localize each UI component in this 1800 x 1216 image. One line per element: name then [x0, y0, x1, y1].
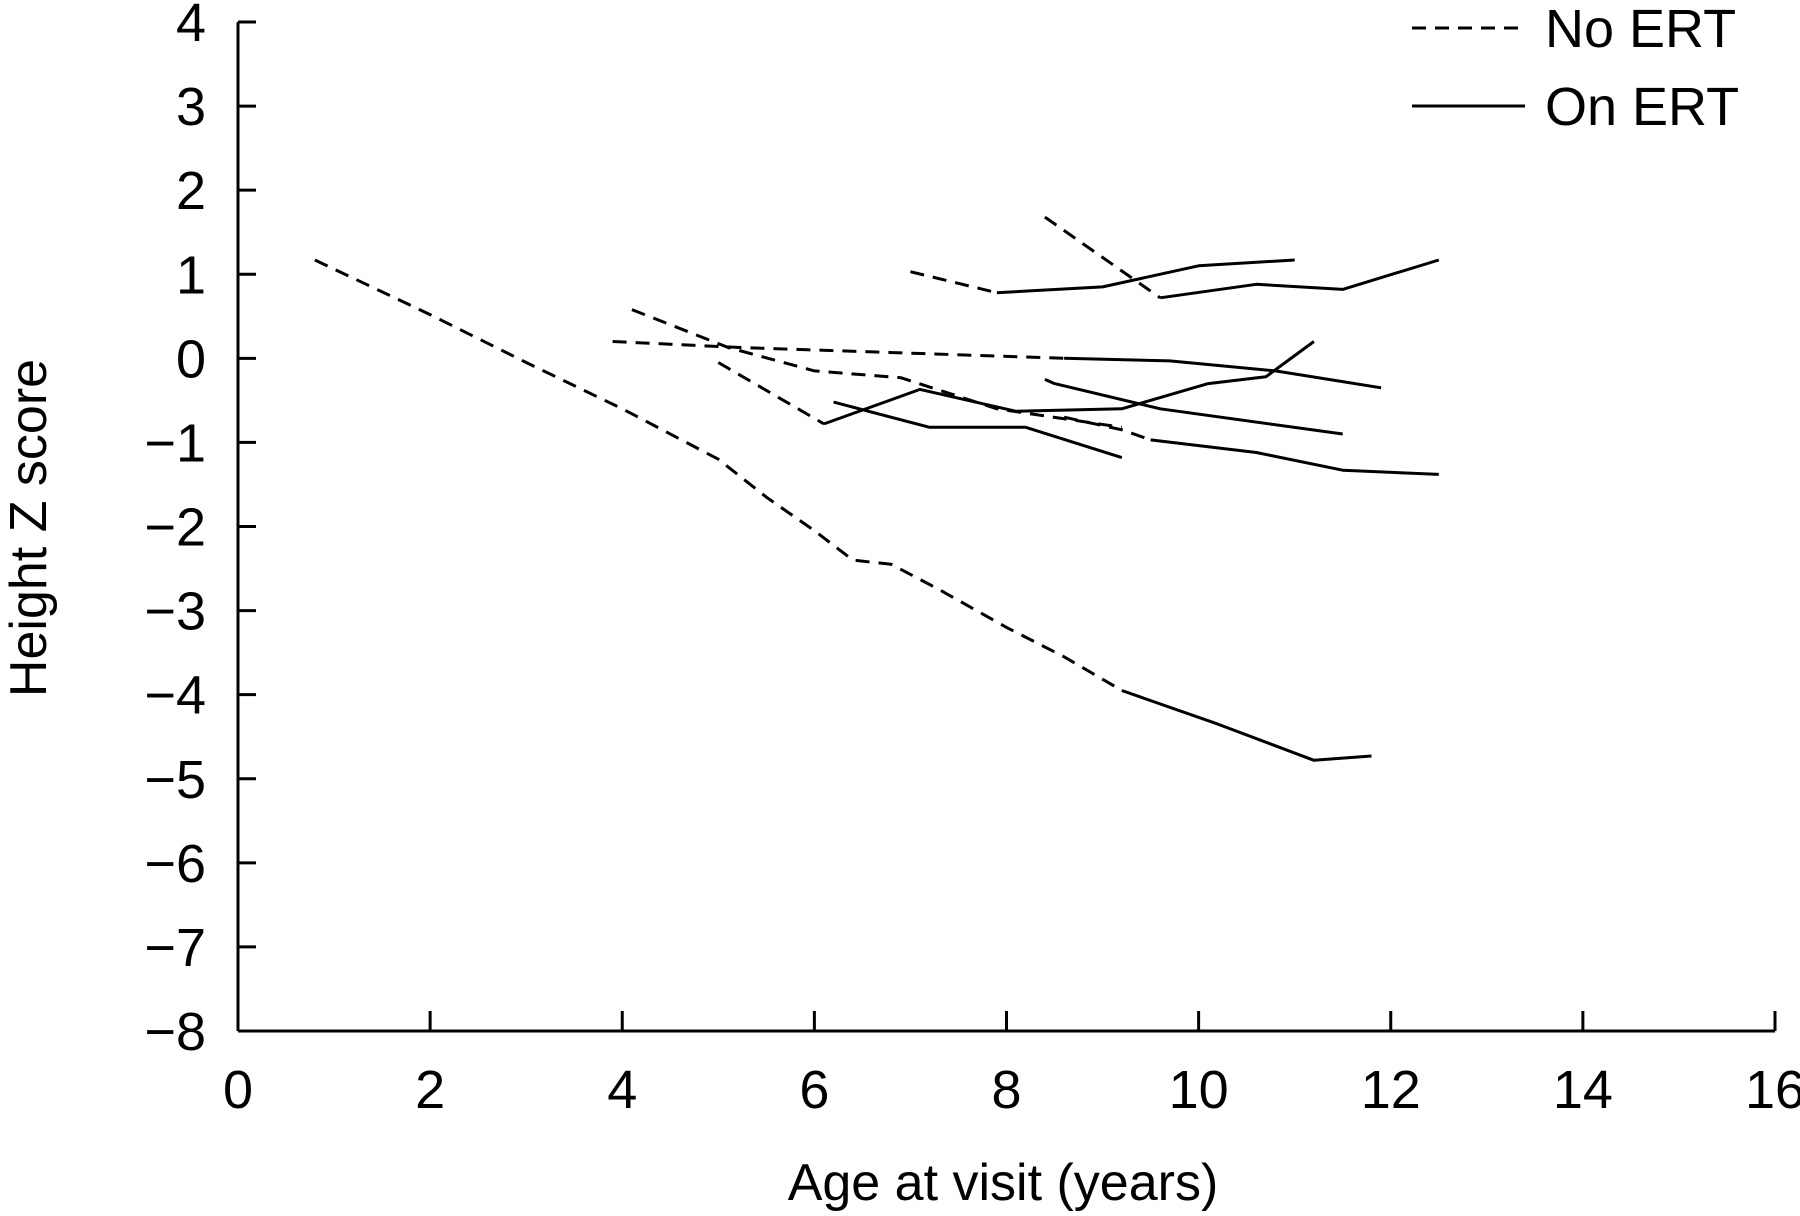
y-tick-label: −6	[144, 834, 206, 894]
y-tick-label: −4	[144, 666, 206, 726]
series-line-3-dashed	[612, 340, 1065, 360]
y-tick-label: −3	[144, 582, 206, 642]
x-tick-label: 16	[1745, 1060, 1800, 1120]
y-tick-label: 4	[176, 0, 206, 53]
x-tick-label: 0	[223, 1060, 253, 1120]
y-tick-label: 2	[176, 161, 206, 221]
series-layer	[314, 215, 1440, 762]
series-line-11-solid	[1044, 378, 1343, 436]
y-tick-label: 0	[176, 329, 206, 389]
x-tick-label: 2	[415, 1060, 445, 1120]
y-tick-label: 3	[176, 77, 206, 137]
series-line-14-dashed	[1044, 215, 1162, 300]
x-tick-label: 4	[607, 1060, 637, 1120]
y-axis-label: Height Z score	[0, 359, 58, 697]
y-tick-label: −5	[144, 750, 206, 810]
y-tick-label: −7	[144, 918, 206, 978]
legend: No ERT On ERT	[1412, 0, 1739, 137]
y-tick-label: −8	[144, 1002, 206, 1062]
legend-label: On ERT	[1545, 77, 1739, 137]
series-line-10-solid	[1150, 438, 1439, 476]
series-line-12-dashed	[910, 270, 998, 295]
series-line-8-solid	[833, 400, 1123, 460]
x-tick-label: 6	[799, 1060, 829, 1120]
series-line-4-solid	[1064, 356, 1382, 390]
series-line-9-dashed	[1063, 415, 1152, 442]
x-axis-label: Age at visit (years)	[788, 1154, 1219, 1212]
x-tick-label: 12	[1361, 1060, 1421, 1120]
series-line-7-solid	[823, 340, 1315, 426]
series-line-13-solid	[996, 258, 1295, 295]
x-tick-label: 14	[1553, 1060, 1613, 1120]
series-line-2-solid	[1121, 689, 1372, 762]
legend-label: No ERT	[1545, 0, 1736, 59]
x-tick-label: 10	[1169, 1060, 1229, 1120]
y-tick-label: −1	[144, 413, 206, 473]
y-tick-label: 1	[176, 245, 206, 305]
series-line-6-dashed	[717, 361, 825, 426]
series-line-15-solid	[1159, 258, 1440, 300]
series-line-1-dashed	[314, 258, 1123, 692]
x-tick-label: 8	[991, 1060, 1021, 1120]
y-tick-label: −2	[144, 498, 206, 558]
